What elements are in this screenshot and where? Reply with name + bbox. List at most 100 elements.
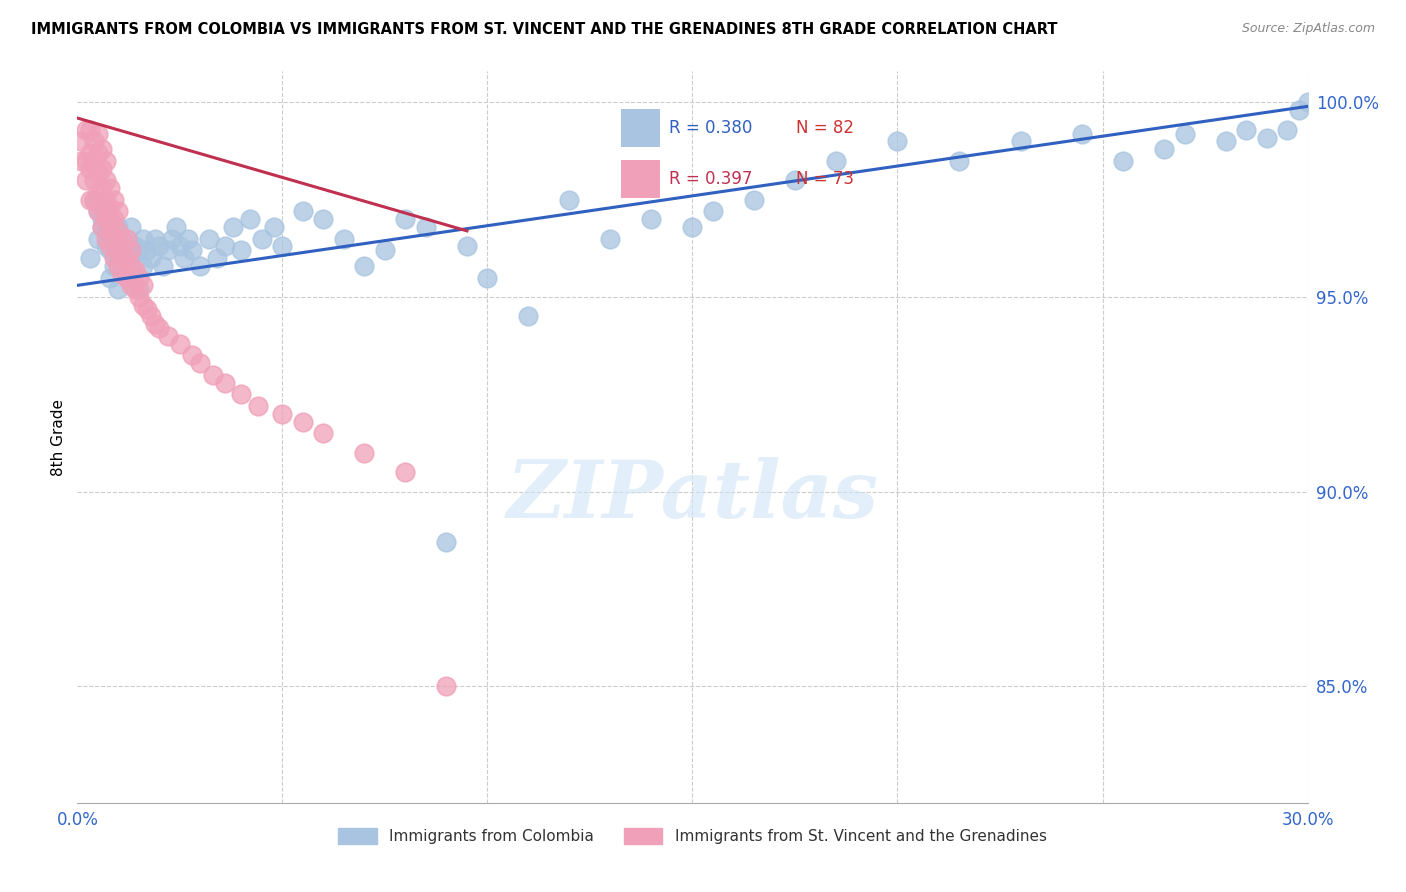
Point bbox=[120, 251, 142, 265]
Point bbox=[141, 251, 163, 265]
Point bbox=[83, 193, 105, 207]
Point bbox=[107, 204, 129, 219]
Point bbox=[90, 181, 114, 195]
Point bbox=[83, 193, 105, 207]
Point bbox=[517, 310, 540, 324]
Point bbox=[103, 212, 125, 227]
Point bbox=[103, 232, 125, 246]
Point bbox=[1288, 103, 1310, 118]
Point bbox=[291, 204, 314, 219]
Point bbox=[156, 244, 179, 258]
Point bbox=[83, 153, 105, 168]
Point bbox=[333, 232, 356, 246]
Point bbox=[148, 239, 170, 253]
Point bbox=[136, 244, 159, 258]
Point bbox=[436, 679, 458, 693]
Point bbox=[79, 146, 101, 161]
Point bbox=[558, 193, 581, 207]
Point bbox=[90, 212, 114, 227]
Point bbox=[120, 278, 142, 293]
Point bbox=[132, 259, 155, 273]
Point bbox=[169, 239, 191, 253]
Point bbox=[111, 251, 134, 265]
Point bbox=[103, 259, 125, 273]
Point bbox=[87, 204, 110, 219]
Point bbox=[87, 146, 110, 161]
Point bbox=[79, 122, 101, 136]
Point bbox=[1174, 127, 1197, 141]
Point bbox=[75, 153, 97, 168]
Point bbox=[197, 232, 219, 246]
Point bbox=[115, 270, 138, 285]
Point bbox=[90, 161, 114, 176]
Point bbox=[886, 135, 908, 149]
Point bbox=[107, 244, 129, 258]
Point bbox=[124, 282, 146, 296]
Point bbox=[239, 212, 262, 227]
Point bbox=[120, 219, 142, 234]
Point bbox=[177, 232, 200, 246]
Point bbox=[94, 224, 117, 238]
Point bbox=[312, 212, 335, 227]
Point bbox=[246, 399, 269, 413]
Point bbox=[98, 201, 121, 215]
Point bbox=[456, 239, 478, 253]
Point bbox=[87, 165, 110, 179]
Point bbox=[169, 336, 191, 351]
Point bbox=[111, 232, 134, 246]
Point bbox=[98, 181, 121, 195]
Point bbox=[1275, 122, 1298, 136]
Point bbox=[124, 239, 146, 253]
Point bbox=[214, 239, 236, 253]
Point bbox=[160, 232, 183, 246]
Point bbox=[98, 239, 121, 253]
Point bbox=[87, 204, 110, 219]
Point bbox=[98, 219, 121, 234]
Point bbox=[231, 244, 253, 258]
Point bbox=[87, 232, 110, 246]
Point bbox=[1234, 122, 1257, 136]
Point bbox=[83, 173, 105, 187]
Point bbox=[250, 232, 273, 246]
Point bbox=[148, 321, 170, 335]
Point bbox=[353, 445, 375, 459]
Point bbox=[94, 232, 117, 246]
Point bbox=[205, 251, 228, 265]
Text: ZIPatlas: ZIPatlas bbox=[506, 457, 879, 534]
Point bbox=[90, 142, 114, 156]
Point bbox=[742, 193, 765, 207]
Point bbox=[156, 329, 179, 343]
Point bbox=[173, 251, 195, 265]
Point bbox=[231, 387, 253, 401]
Text: IMMIGRANTS FROM COLOMBIA VS IMMIGRANTS FROM ST. VINCENT AND THE GRENADINES 8TH G: IMMIGRANTS FROM COLOMBIA VS IMMIGRANTS F… bbox=[31, 22, 1057, 37]
Point bbox=[1215, 135, 1237, 149]
Point bbox=[94, 153, 117, 168]
Point bbox=[1010, 135, 1032, 149]
Point bbox=[1153, 142, 1175, 156]
Point bbox=[111, 267, 134, 281]
Point bbox=[90, 219, 114, 234]
Point bbox=[79, 251, 101, 265]
Point bbox=[107, 224, 129, 238]
Point bbox=[132, 232, 155, 246]
Point bbox=[124, 262, 146, 277]
Point bbox=[107, 259, 129, 273]
Point bbox=[1296, 95, 1319, 110]
Point bbox=[783, 173, 806, 187]
Legend: Immigrants from Colombia, Immigrants from St. Vincent and the Grenadines: Immigrants from Colombia, Immigrants fro… bbox=[332, 822, 1053, 850]
Point bbox=[107, 219, 129, 234]
Point bbox=[1256, 130, 1278, 145]
Point bbox=[128, 270, 150, 285]
Point bbox=[70, 135, 93, 149]
Point bbox=[98, 212, 121, 227]
Point bbox=[98, 270, 121, 285]
Point bbox=[87, 185, 110, 199]
Point bbox=[79, 193, 101, 207]
Point bbox=[702, 204, 724, 219]
Point bbox=[271, 239, 294, 253]
Point bbox=[436, 535, 458, 549]
Point bbox=[188, 356, 212, 370]
Point bbox=[90, 219, 114, 234]
Point bbox=[120, 259, 142, 273]
Point bbox=[477, 270, 499, 285]
